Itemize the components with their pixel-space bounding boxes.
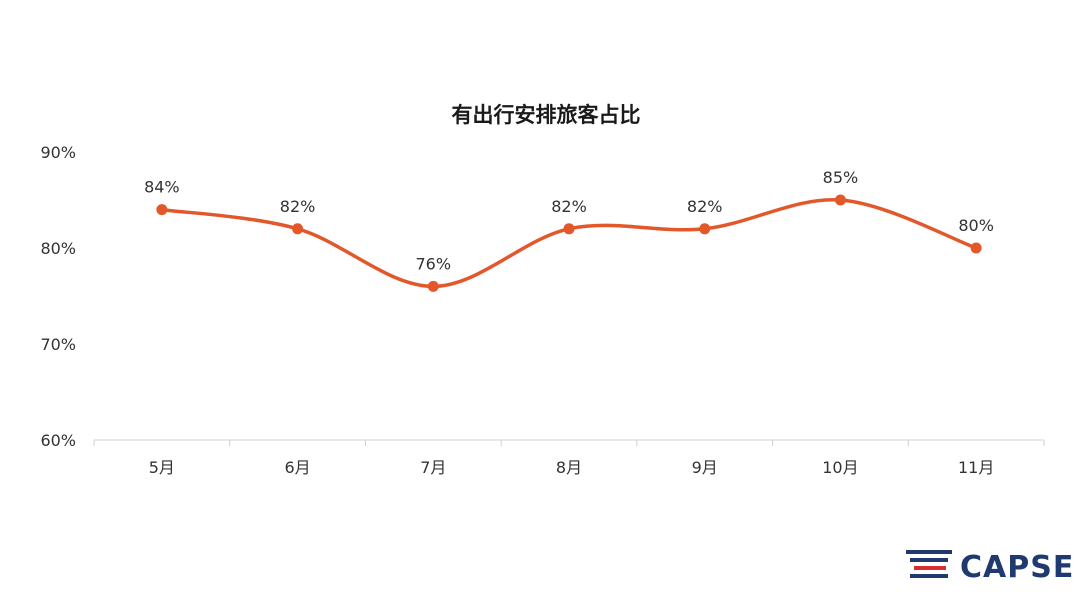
data-point <box>156 204 168 216</box>
y-tick-label: 60% <box>40 431 76 450</box>
data-point <box>699 223 711 235</box>
data-label: 82% <box>687 197 723 216</box>
data-label: 80% <box>958 216 994 235</box>
data-label: 82% <box>280 197 316 216</box>
data-point <box>970 242 982 254</box>
data-point <box>292 223 304 235</box>
data-label: 85% <box>823 168 859 187</box>
data-point <box>834 194 846 206</box>
data-points <box>156 194 982 292</box>
data-label: 76% <box>416 254 452 273</box>
data-labels: 84% 82% 76% 82% 82% 85% 80% <box>144 168 994 273</box>
y-tick-label: 70% <box>40 335 76 354</box>
x-tick-label: 10月 <box>822 458 858 477</box>
logo-text: CAPSE <box>960 550 1074 585</box>
data-point <box>563 223 575 235</box>
x-axis: 5月 6月 7月 8月 9月 10月 11月 <box>93 440 1045 477</box>
x-tick-label: 7月 <box>420 458 446 477</box>
data-label: 82% <box>551 197 587 216</box>
data-point <box>427 280 439 292</box>
x-tick-label: 11月 <box>958 458 994 477</box>
logo-stripes-icon <box>906 550 952 578</box>
data-label: 84% <box>144 178 180 197</box>
y-tick-label: 80% <box>40 239 76 258</box>
x-tick-label: 5月 <box>149 458 175 477</box>
y-tick-label: 90% <box>40 143 76 162</box>
x-tick-label: 9月 <box>692 458 718 477</box>
chart-title: 有出行安排旅客占比 <box>452 103 641 127</box>
x-tick-label: 8月 <box>556 458 582 477</box>
capse-logo: CAPSE <box>906 550 1074 585</box>
x-tick-label: 6月 <box>284 458 310 477</box>
y-axis: 60% 70% 80% 90% <box>40 143 76 450</box>
